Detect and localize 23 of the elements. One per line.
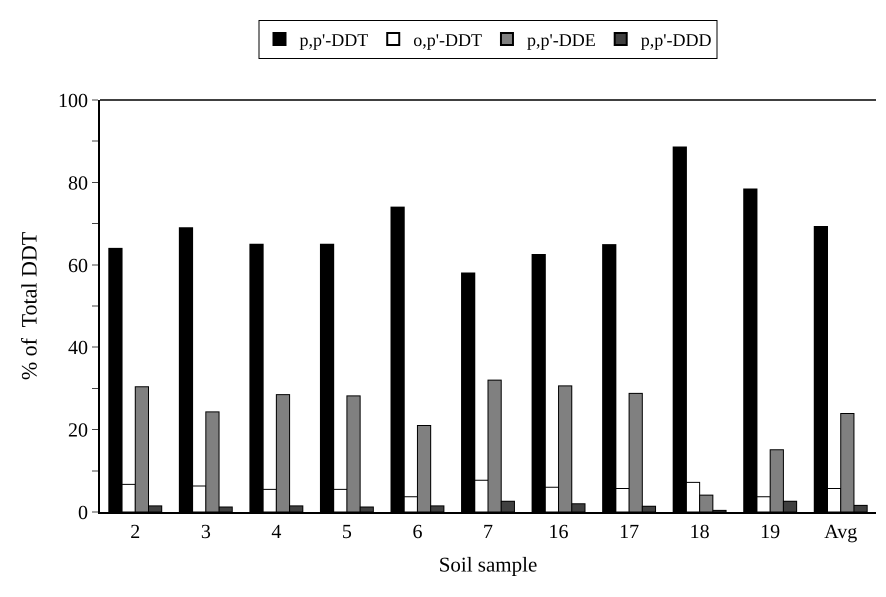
x-tick-label: 5 — [342, 521, 352, 543]
y-tick-label: 40 — [68, 337, 88, 360]
x-tick-label: 3 — [200, 521, 211, 543]
x-tick-label: 4 — [271, 521, 282, 543]
legend-label: p,p'-DDT — [300, 30, 368, 50]
x-tick-label: 16 — [548, 521, 569, 543]
x-axis-title: Soil sample — [438, 552, 538, 577]
legend-label: p,p'-DDE — [526, 30, 596, 50]
x-tick-label: 19 — [760, 521, 780, 543]
x-tick-label: 6 — [412, 521, 422, 543]
y-tick-label: 60 — [68, 254, 88, 277]
x-tick-label: 17 — [619, 521, 640, 543]
x-tick-label: 7 — [483, 521, 493, 543]
y-axis-title: % of Total DDT — [16, 231, 42, 380]
x-tick-label: Avg — [824, 521, 858, 543]
y-tick-label: 20 — [68, 420, 88, 442]
x-tick-label: 2 — [130, 521, 140, 543]
x-tick-label: 18 — [690, 521, 710, 543]
legend-label: p,p'-DDD — [640, 30, 712, 50]
y-tick-label: 80 — [68, 172, 88, 194]
y-tick-label: 0 — [78, 502, 88, 524]
y-tick-label: 100 — [58, 90, 88, 112]
legend-label: o,p'-DDT — [413, 30, 482, 50]
